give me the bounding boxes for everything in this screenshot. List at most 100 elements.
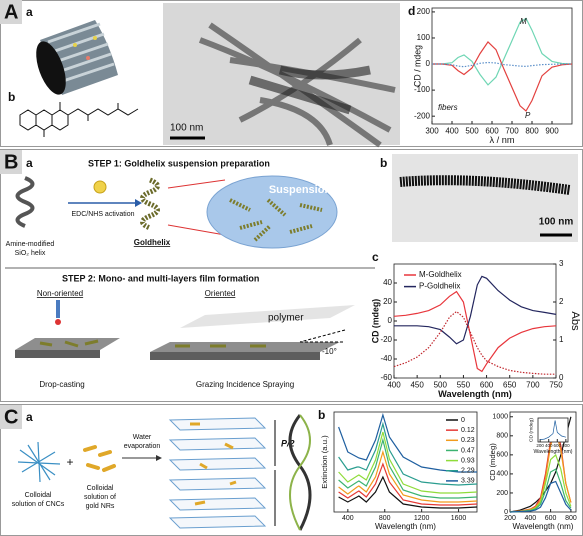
sub-label: b xyxy=(8,90,15,104)
x-tick-label: 500 xyxy=(434,380,448,389)
y2-tick-label: 3 xyxy=(559,259,564,268)
legend-label: P-Goldhelix xyxy=(419,282,460,291)
x-tick-label: 800 xyxy=(562,443,570,448)
goldhelix-label: Goldhelix xyxy=(134,238,171,247)
series-line xyxy=(432,61,572,68)
x-tick-label: 450 xyxy=(410,380,424,389)
panel-letter: C xyxy=(4,406,18,428)
sub-label: a xyxy=(26,5,33,19)
y-tick-label: -20 xyxy=(380,335,392,344)
x-tick-label: 200 xyxy=(536,443,544,448)
y-axis-label: CD (mdeg) xyxy=(528,418,534,442)
component-label: gold NRs xyxy=(86,503,115,510)
x-tick-label: 1200 xyxy=(414,515,430,522)
x-tick-label: 300 xyxy=(425,126,439,135)
series-label: P xyxy=(525,111,531,120)
cylinder xyxy=(36,20,118,95)
y-tick-label: 0 xyxy=(426,59,431,68)
spraying xyxy=(150,305,355,360)
panel-letter: A xyxy=(4,1,18,23)
series-label: fibers xyxy=(438,103,458,112)
sub-label: d xyxy=(408,4,415,18)
x-tick-label: 800 xyxy=(379,515,391,522)
sub-label: c xyxy=(372,250,379,264)
helix-label: SiO₂ helix xyxy=(15,250,46,257)
y-tick-label: -100 xyxy=(414,85,431,94)
x-tick-label: 400 xyxy=(342,515,354,522)
nanorods xyxy=(83,445,116,472)
series-line xyxy=(540,420,566,440)
plot-frame xyxy=(431,7,573,125)
goldhelix xyxy=(140,177,160,231)
sub-label: a xyxy=(26,156,33,170)
legend-label: 0.12 xyxy=(461,427,475,434)
panel-letter: B xyxy=(4,151,18,173)
series-line xyxy=(338,462,478,506)
method-caption: Drop-casting xyxy=(39,380,84,389)
silica-helix xyxy=(15,176,35,228)
connector xyxy=(167,224,226,236)
cnc-sketch xyxy=(17,441,61,483)
molecule xyxy=(19,102,139,137)
x-tick-label: 400 xyxy=(387,380,401,389)
y2-tick-label: 2 xyxy=(559,297,564,306)
x-axis-label: λ / nm xyxy=(489,135,514,145)
letter-box xyxy=(0,150,22,174)
y-axis-label: CD / mdeg xyxy=(412,45,422,87)
series-line xyxy=(338,412,477,473)
x-tick-label: 750 xyxy=(549,380,563,389)
arrow-head xyxy=(135,199,142,207)
component-label: Colloidal xyxy=(87,485,114,492)
letter-box xyxy=(0,0,22,24)
tem-image xyxy=(392,154,578,242)
x-axis-label: Wavelength (nm) xyxy=(438,389,512,399)
x-tick-label: 400 xyxy=(545,443,553,448)
arrow-head xyxy=(156,455,162,461)
process-label: Water xyxy=(133,434,152,441)
y2-tick-label: 0 xyxy=(559,373,564,382)
polymer-label: polymer xyxy=(268,313,304,324)
pitch-label: P/2 xyxy=(281,438,295,448)
component-label: solution of xyxy=(84,494,116,501)
y-tick-label: 0 xyxy=(388,316,393,325)
series-line xyxy=(338,475,478,509)
tem-image xyxy=(163,3,400,148)
x-axis-label: Wavelength (nm) xyxy=(375,522,436,531)
component-label: Colloidal xyxy=(25,492,52,499)
series-line xyxy=(393,310,556,375)
x-axis-label: Wavelength (nm) xyxy=(513,522,574,531)
y-tick-label: 400 xyxy=(496,471,508,478)
y-tick-label: 1000 xyxy=(492,414,508,421)
sub-label: a xyxy=(26,410,33,424)
series-line xyxy=(338,437,478,499)
x-tick-label: 900 xyxy=(545,126,559,135)
series-line xyxy=(338,421,478,486)
scale-bar-label: 100 nm xyxy=(170,123,203,134)
y-tick-label: 20 xyxy=(383,297,392,306)
x-tick-label: 600 xyxy=(545,515,557,522)
x-tick-label: 500 xyxy=(465,126,479,135)
legend-label: 0 xyxy=(461,417,465,424)
x-tick-label: 600 xyxy=(480,380,494,389)
series-line xyxy=(394,275,557,345)
x-tick-label: 650 xyxy=(503,380,517,389)
helix-curve xyxy=(289,414,311,531)
x-tick-label: 700 xyxy=(505,126,519,135)
legend-label: 0.93 xyxy=(461,457,475,464)
y2-tick-label: 1 xyxy=(559,335,564,344)
chiral-stack xyxy=(168,417,276,529)
suspension-label: Suspension xyxy=(269,184,332,196)
y-tick-label: 600 xyxy=(496,452,508,459)
x-tick-label: 800 xyxy=(565,515,577,522)
legend-label: M-Goldhelix xyxy=(419,270,462,279)
drop-casting xyxy=(15,300,120,358)
legend-label: 0.47 xyxy=(461,447,475,454)
legend-label: 3.39 xyxy=(461,478,475,485)
x-tick-label: 200 xyxy=(504,515,516,522)
y-tick-label: -60 xyxy=(380,373,392,382)
x-axis-label: Wavelength (nm) xyxy=(533,449,572,455)
gold-particle xyxy=(93,180,107,194)
y-tick-label: -40 xyxy=(380,354,392,363)
y-tick-label: -200 xyxy=(414,111,431,120)
